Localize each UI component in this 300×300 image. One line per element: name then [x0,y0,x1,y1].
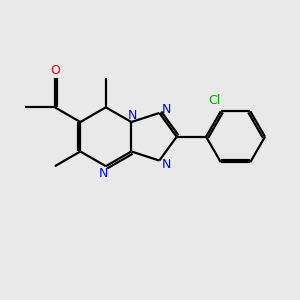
Text: Cl: Cl [208,94,221,107]
Text: N: N [128,109,137,122]
Text: N: N [162,158,171,171]
Text: N: N [162,103,171,116]
Text: O: O [50,64,60,77]
Text: N: N [99,167,108,180]
